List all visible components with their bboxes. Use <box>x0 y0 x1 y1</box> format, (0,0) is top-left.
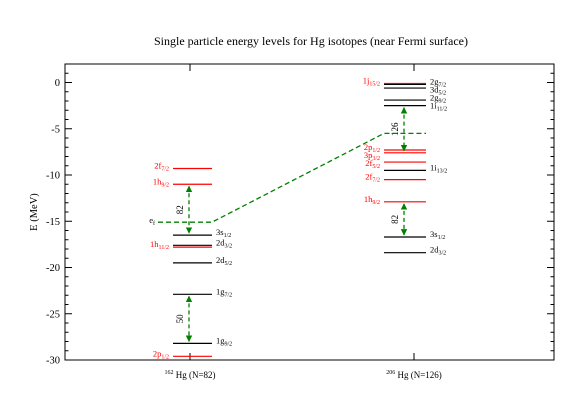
fermi-level-line <box>158 132 426 223</box>
proton-level-label: 2f5/2 <box>365 158 380 170</box>
neutron-level-label: 2d3/2 <box>216 237 232 249</box>
fermi-level-label: ef <box>149 215 155 227</box>
y-tick-label: 0 <box>55 78 60 89</box>
proton-level-label: 2f7/2 <box>154 161 169 173</box>
neutron-level-label: 1g9/2 <box>216 335 232 347</box>
gap-label: 50 <box>175 314 185 324</box>
proton-level-label: 1h9/2 <box>364 194 380 206</box>
y-tick-label: -25 <box>46 309 60 320</box>
proton-level-label: 1h11/2 <box>150 239 169 251</box>
gap-label: 82 <box>390 215 400 224</box>
neutron-level-label: 3s1/2 <box>430 229 445 241</box>
proton-level-label: 2f7/2 <box>365 172 380 184</box>
neutron-level-label: 2g7/2 <box>430 76 446 88</box>
neutron-level-label: 1g7/2 <box>216 286 232 298</box>
neutron-level-label: 1i11/2 <box>430 100 447 112</box>
neutron-level-label: 3s1/2 <box>216 227 231 239</box>
neutron-level-label: 2d3/2 <box>430 245 446 257</box>
chart-marks: 3s1/22d3/22d5/21g7/21g9/22f7/21h9/21h11/… <box>149 75 447 360</box>
neutron-level-label: 3d5/2 <box>430 84 446 96</box>
proton-level-label: 3p3/2 <box>364 150 380 162</box>
y-tick-label: -15 <box>46 217 60 228</box>
y-tick-label: -30 <box>46 356 60 367</box>
chart-title: Single particle energy levels for Hg iso… <box>154 34 468 48</box>
neutron-level-label: 1i13/2 <box>430 162 447 174</box>
proton-level-label: 2p1/2 <box>364 142 380 154</box>
neutron-level-label: 2g9/2 <box>430 92 446 104</box>
plot-frame <box>64 63 555 361</box>
y-tick-label: -5 <box>51 124 60 135</box>
proton-level-label: 1j15/2 <box>363 75 380 87</box>
gap-label: 126 <box>390 122 400 136</box>
x-tick-label: 206 Hg (N=126) <box>386 370 442 380</box>
x-axis: 162 Hg (N=82) 206 Hg (N=126) <box>164 64 442 380</box>
y-axis: 0 -5 -10 -15 -20 -25 -30 <box>46 63 554 367</box>
y-tick-label: -20 <box>46 263 60 274</box>
y-tick-label: -10 <box>46 171 60 182</box>
neutron-level-label: 2d5/2 <box>216 255 232 267</box>
x-tick-label: 162 Hg (N=82) <box>164 370 215 380</box>
gap-label: 82 <box>175 205 185 214</box>
proton-level-label: 2p1/2 <box>153 348 169 360</box>
y-axis-label: E (MeV) <box>29 193 40 231</box>
proton-level-label: 1h9/2 <box>153 176 169 188</box>
